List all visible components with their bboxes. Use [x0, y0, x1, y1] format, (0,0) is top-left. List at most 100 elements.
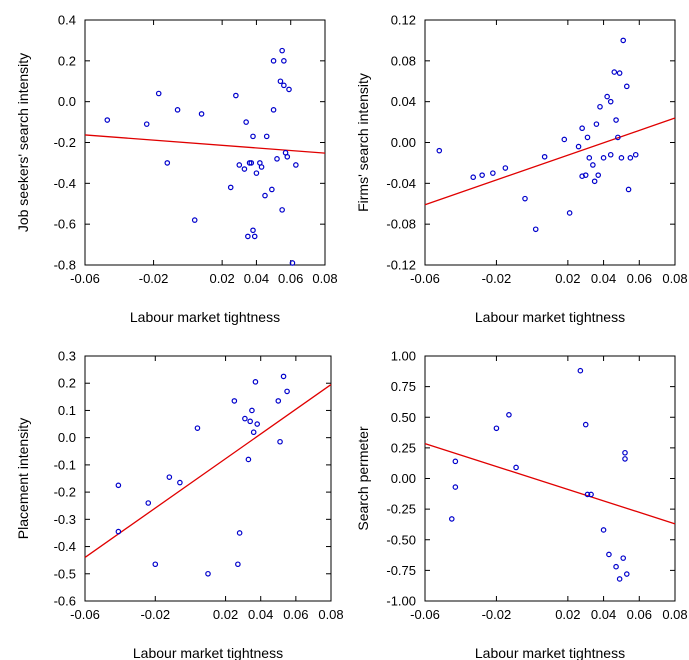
- y-tick-label: 0.04: [391, 94, 416, 109]
- y-tick-label: -0.12: [386, 258, 416, 273]
- x-tick-label: 0.02: [555, 271, 580, 286]
- y-tick-label: -0.4: [54, 539, 76, 554]
- data-point: [145, 500, 152, 506]
- data-point: [588, 491, 594, 498]
- y-tick-label: -0.2: [54, 135, 76, 150]
- y-tick-label: -0.50: [386, 532, 416, 547]
- data-point: [448, 516, 455, 522]
- data-point: [191, 217, 198, 223]
- data-point: [613, 563, 619, 570]
- data-point: [152, 561, 159, 568]
- data-point: [532, 226, 539, 233]
- y-tick-label: 0.2: [58, 53, 76, 68]
- data-point: [205, 570, 211, 577]
- y-tick-label: 0.2: [58, 376, 76, 391]
- data-point: [227, 184, 234, 191]
- y-tick-label: 0.1: [58, 403, 76, 418]
- data-point: [262, 192, 268, 199]
- x-tick-label: 0.08: [318, 607, 343, 622]
- scatter-panel-3: -0.06 -0.02 0.02 0.04 0.06 0.08 -0.6 -0.5 -0.4 -0…: [15, 349, 344, 660]
- plot-frame: [84, 355, 332, 602]
- y-tick-label: 0.12: [391, 13, 416, 28]
- y-tick-label: -0.3: [54, 512, 76, 527]
- data-point: [250, 227, 256, 234]
- data-point: [242, 415, 248, 422]
- x-axis-title: Labour market tightness: [475, 645, 625, 660]
- data-point: [251, 233, 258, 240]
- data-point: [249, 407, 255, 414]
- data-point: [164, 160, 171, 166]
- y-tick-label: 0.25: [391, 440, 416, 455]
- x-tick-label: 0.04: [244, 271, 269, 286]
- data-point: [622, 456, 628, 462]
- x-tick-label: 0.04: [248, 607, 273, 622]
- y-tick-label: -0.5: [54, 566, 76, 581]
- y-tick-label: -0.2: [54, 485, 76, 500]
- data-point: [604, 93, 610, 100]
- x-axis-title: Labour market tightness: [130, 309, 280, 325]
- data-point: [561, 136, 568, 143]
- data-point: [566, 210, 573, 216]
- data-point: [606, 551, 612, 558]
- data-point: [584, 134, 591, 141]
- x-tick-label: 0.06: [627, 271, 652, 286]
- data-point: [620, 37, 627, 44]
- x-tick-label: -0.02: [482, 271, 512, 286]
- y-tick-label: -0.4: [54, 176, 76, 191]
- y-tick-label: -1.00: [386, 594, 416, 609]
- fit-line: [424, 442, 676, 525]
- data-point: [177, 479, 183, 486]
- data-point: [236, 162, 243, 168]
- x-tick-label: 0.08: [312, 271, 337, 286]
- data-point: [247, 418, 253, 425]
- data-point: [452, 458, 459, 465]
- data-point: [233, 92, 239, 99]
- x-tick-label: -0.06: [70, 607, 100, 622]
- data-point: [115, 528, 122, 535]
- y-tick-label: -0.8: [54, 258, 76, 273]
- y-axis-title: Placement intensity: [15, 418, 31, 539]
- x-tick-label: -0.06: [70, 271, 100, 286]
- y-tick-label: 0.4: [58, 13, 76, 28]
- data-point: [620, 555, 627, 561]
- data-point: [625, 186, 632, 193]
- data-point: [245, 233, 251, 240]
- data-point: [591, 178, 598, 185]
- x-tick-label: -0.06: [410, 271, 440, 286]
- data-point: [104, 117, 111, 123]
- data-point: [231, 398, 238, 404]
- data-point: [143, 121, 150, 127]
- data-point: [577, 367, 584, 374]
- data-point: [597, 103, 603, 110]
- x-tick-label: -0.06: [410, 607, 440, 622]
- data-point: [280, 373, 287, 380]
- data-point: [600, 155, 607, 161]
- data-point: [582, 421, 589, 428]
- data-point: [270, 58, 277, 64]
- data-point: [470, 174, 477, 181]
- x-tick-label: 0.02: [555, 607, 580, 622]
- scatter-panel-4: -0.06 -0.02 0.02 0.04 0.06 0.08 -1.00 -0.75 -0.5…: [355, 349, 688, 660]
- data-point: [293, 162, 299, 168]
- y-tick-label: -0.6: [54, 217, 76, 232]
- x-tick-label: 0.06: [283, 607, 308, 622]
- scatter-panel-1: -0.06 -0.02 0.02 0.04 0.06 0.08 -0.8 -0.6 -0.4 -0…: [15, 13, 338, 326]
- x-tick-label: -0.02: [482, 607, 512, 622]
- fit-line: [424, 117, 676, 206]
- x-tick-label: -0.02: [139, 271, 169, 286]
- data-point: [632, 151, 639, 158]
- data-point: [198, 111, 205, 117]
- data-point: [269, 186, 275, 193]
- data-point: [286, 86, 292, 93]
- data-point: [493, 425, 500, 432]
- data-point: [502, 165, 509, 171]
- y-tick-label: -0.08: [386, 217, 416, 232]
- data-point: [275, 398, 282, 404]
- data-point: [613, 117, 619, 123]
- data-point: [541, 153, 548, 160]
- data-point: [627, 155, 634, 161]
- y-tick-label: 0.00: [391, 135, 416, 150]
- y-tick-label: 0.08: [391, 53, 416, 68]
- data-point: [254, 421, 261, 427]
